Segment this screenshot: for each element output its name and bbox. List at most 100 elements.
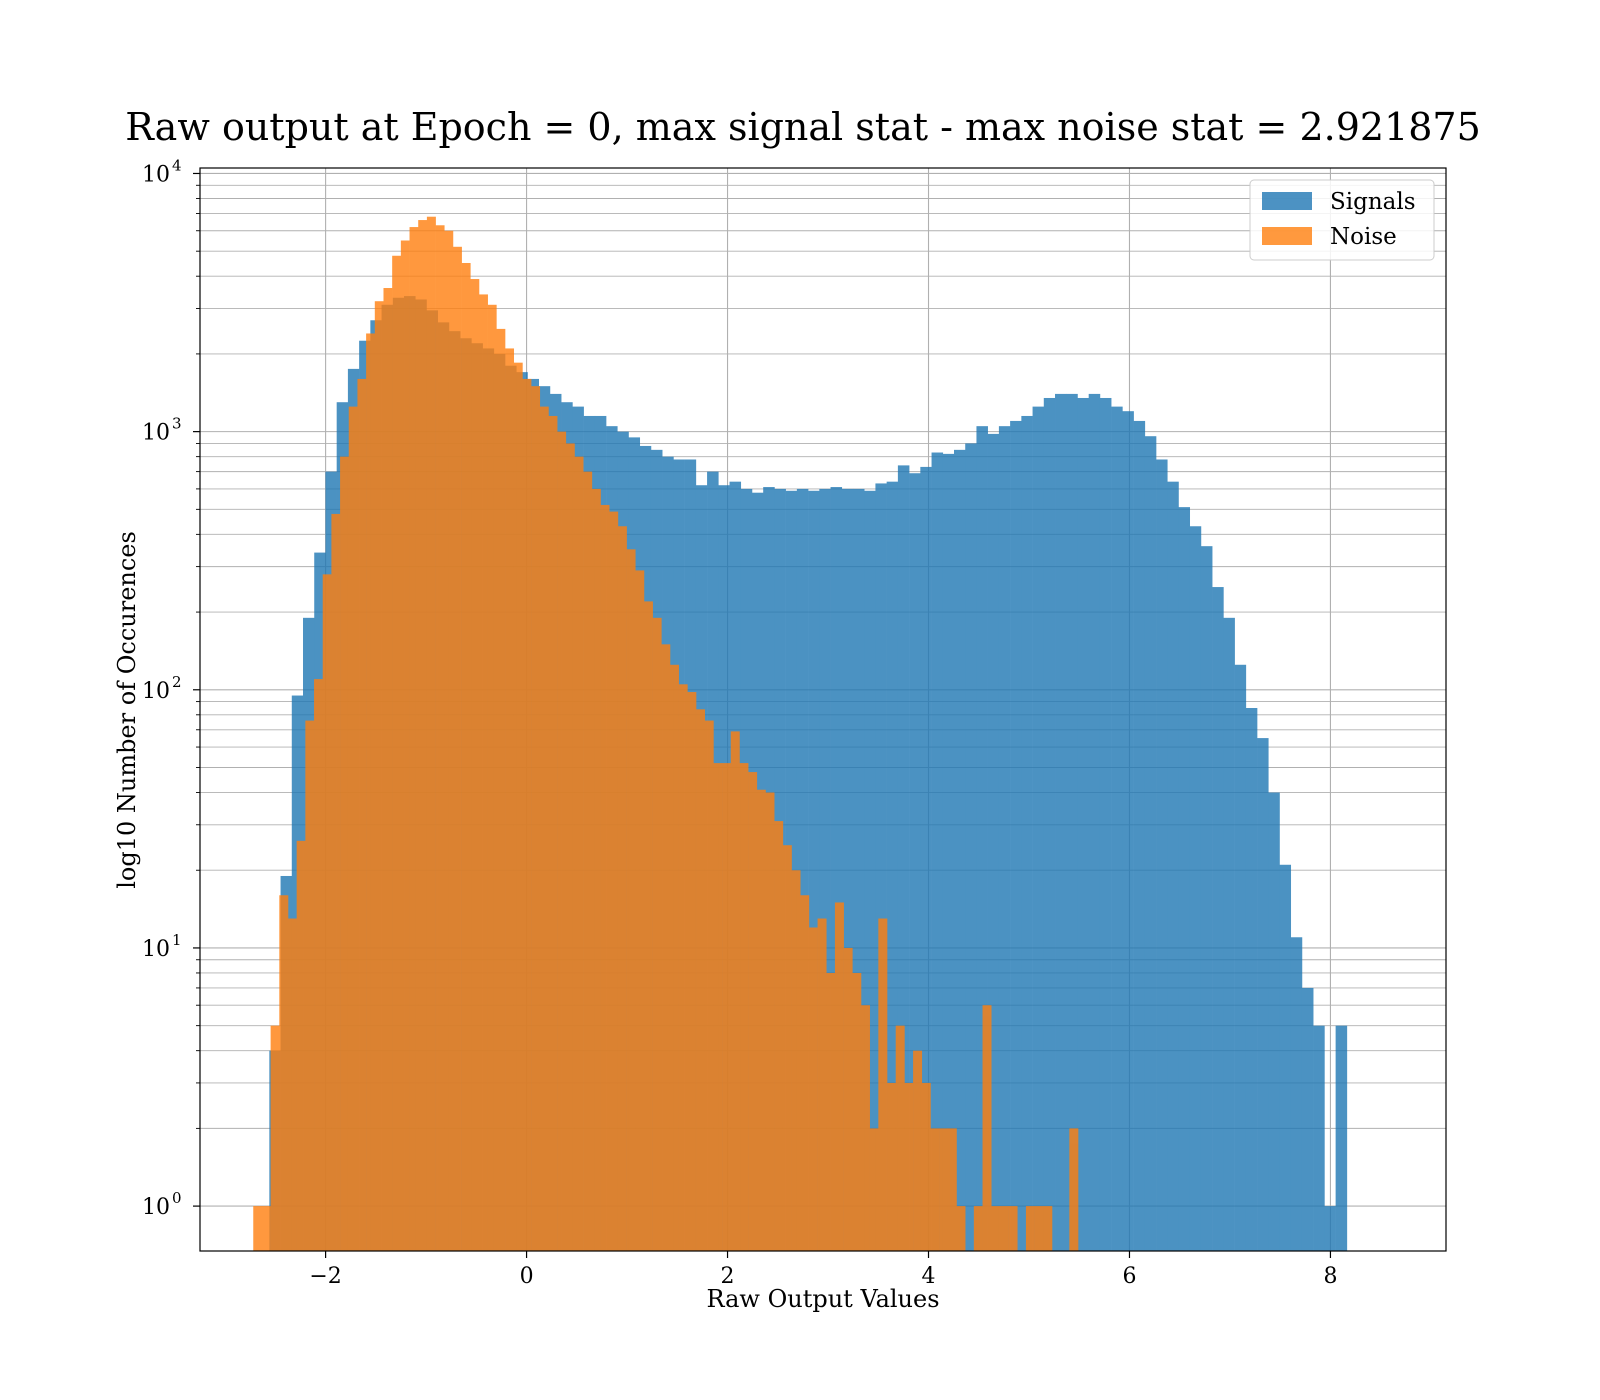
signals-bar: [931, 452, 944, 1251]
series-noise: [253, 216, 1079, 1252]
legend-swatch-signals: [1262, 192, 1312, 210]
signals-bar: [1088, 393, 1101, 1251]
y-tick-label: 10: [142, 162, 170, 187]
noise-bar: [939, 1128, 949, 1251]
noise-bar: [635, 570, 645, 1251]
noise-bar: [817, 918, 827, 1251]
noise-bar: [287, 918, 297, 1251]
noise-bar: [878, 918, 888, 1251]
signals-bar: [1122, 411, 1134, 1251]
noise-bar: [782, 845, 792, 1251]
legend-label-noise: Noise: [1330, 224, 1397, 250]
signals-bar: [998, 426, 1011, 1251]
y-axis-label: log10 Number of Occurences: [113, 531, 141, 889]
x-axis: −2 0 2 4 6 8: [309, 1251, 1337, 1289]
noise-bar: [444, 230, 454, 1252]
noise-bar: [357, 378, 367, 1252]
legend-label-signals: Signals: [1330, 189, 1416, 215]
noise-bar: [765, 792, 775, 1251]
noise-bar: [774, 821, 784, 1251]
noise-bar: [887, 1082, 897, 1251]
noise-bar: [626, 549, 636, 1251]
noise-bar: [557, 431, 567, 1251]
noise-bar: [253, 1206, 263, 1251]
signals-bar: [1077, 397, 1089, 1252]
noise-bar: [383, 288, 393, 1251]
signals-bar: [954, 449, 966, 1251]
signals-bar: [1313, 1025, 1325, 1251]
signals-bar: [1021, 415, 1033, 1251]
bars-layer: [253, 216, 1348, 1252]
signals-bar: [1257, 738, 1269, 1251]
noise-bar: [478, 294, 488, 1251]
signals-bar: [897, 465, 910, 1251]
noise-bar: [591, 488, 601, 1251]
noise-bar: [314, 679, 324, 1251]
y-tick-exponent: 0: [172, 1189, 182, 1207]
noise-bar: [548, 415, 558, 1251]
noise-bar: [687, 692, 697, 1251]
noise-bar: [904, 1082, 914, 1251]
y-tick-exponent: 3: [172, 415, 182, 433]
noise-bar: [1025, 1206, 1035, 1251]
noise-bar: [973, 1206, 983, 1251]
noise-bar: [1069, 1128, 1079, 1251]
signals-bar: [1133, 420, 1146, 1251]
noise-bar: [947, 1128, 957, 1251]
noise-bar: [617, 526, 627, 1251]
signals-bar: [920, 466, 932, 1251]
signals-bar: [1335, 1025, 1348, 1251]
noise-bar: [270, 1025, 280, 1251]
signals-bar: [1245, 708, 1258, 1251]
signals-bar: [819, 488, 831, 1251]
noise-bar: [661, 644, 671, 1251]
noise-bar: [991, 1206, 1001, 1251]
x-axis-label: Raw Output Values: [706, 1285, 939, 1313]
noise-bar: [461, 262, 471, 1251]
noise-bar: [696, 709, 706, 1251]
noise-bar: [982, 1005, 992, 1251]
noise-bar: [583, 471, 593, 1251]
noise-bar: [1008, 1206, 1018, 1251]
noise-bar: [860, 1005, 870, 1251]
noise-bar: [1034, 1206, 1044, 1251]
noise-bar: [713, 763, 723, 1251]
noise-bar: [322, 574, 332, 1251]
signals-bar: [1301, 987, 1314, 1251]
noise-bar: [487, 304, 497, 1251]
signals-bar: [965, 443, 977, 1251]
noise-bar: [409, 227, 419, 1252]
signals-bar: [1010, 420, 1022, 1251]
plot-frame: [199, 167, 1447, 1252]
x-tick-label: 2: [721, 1264, 735, 1289]
y-tick-exponent: 1: [172, 931, 182, 949]
noise-bar: [895, 1025, 905, 1251]
noise-bar: [496, 328, 506, 1251]
noise-bar: [531, 386, 541, 1251]
noise-bar: [539, 406, 549, 1251]
y-tick-exponent: 2: [172, 673, 182, 691]
legend-swatch-noise: [1262, 227, 1312, 245]
signals-bar: [1111, 406, 1123, 1251]
noise-bar: [513, 362, 523, 1251]
chart-title: Raw output at Epoch = 0, max signal stat…: [125, 105, 1481, 149]
noise-bar: [739, 763, 749, 1251]
signals-bar: [1324, 1206, 1336, 1251]
noise-bar: [331, 513, 341, 1251]
noise-bar: [834, 902, 844, 1251]
signals-bar: [1144, 436, 1157, 1251]
signals-bar: [1043, 397, 1056, 1252]
noise-bar: [340, 456, 350, 1252]
noise-bar: [400, 240, 410, 1251]
signals-bar: [1200, 546, 1213, 1251]
noise-bar: [722, 763, 732, 1251]
noise-bar: [791, 870, 801, 1251]
noise-bar: [261, 1206, 271, 1251]
y-tick-label: 10: [142, 1195, 170, 1220]
x-tick-label: 0: [520, 1264, 534, 1289]
noise-bar: [296, 840, 306, 1251]
y-tick-label: 10: [142, 679, 170, 704]
x-tick-label: 8: [1323, 1264, 1337, 1289]
signals-bar: [1032, 406, 1045, 1251]
